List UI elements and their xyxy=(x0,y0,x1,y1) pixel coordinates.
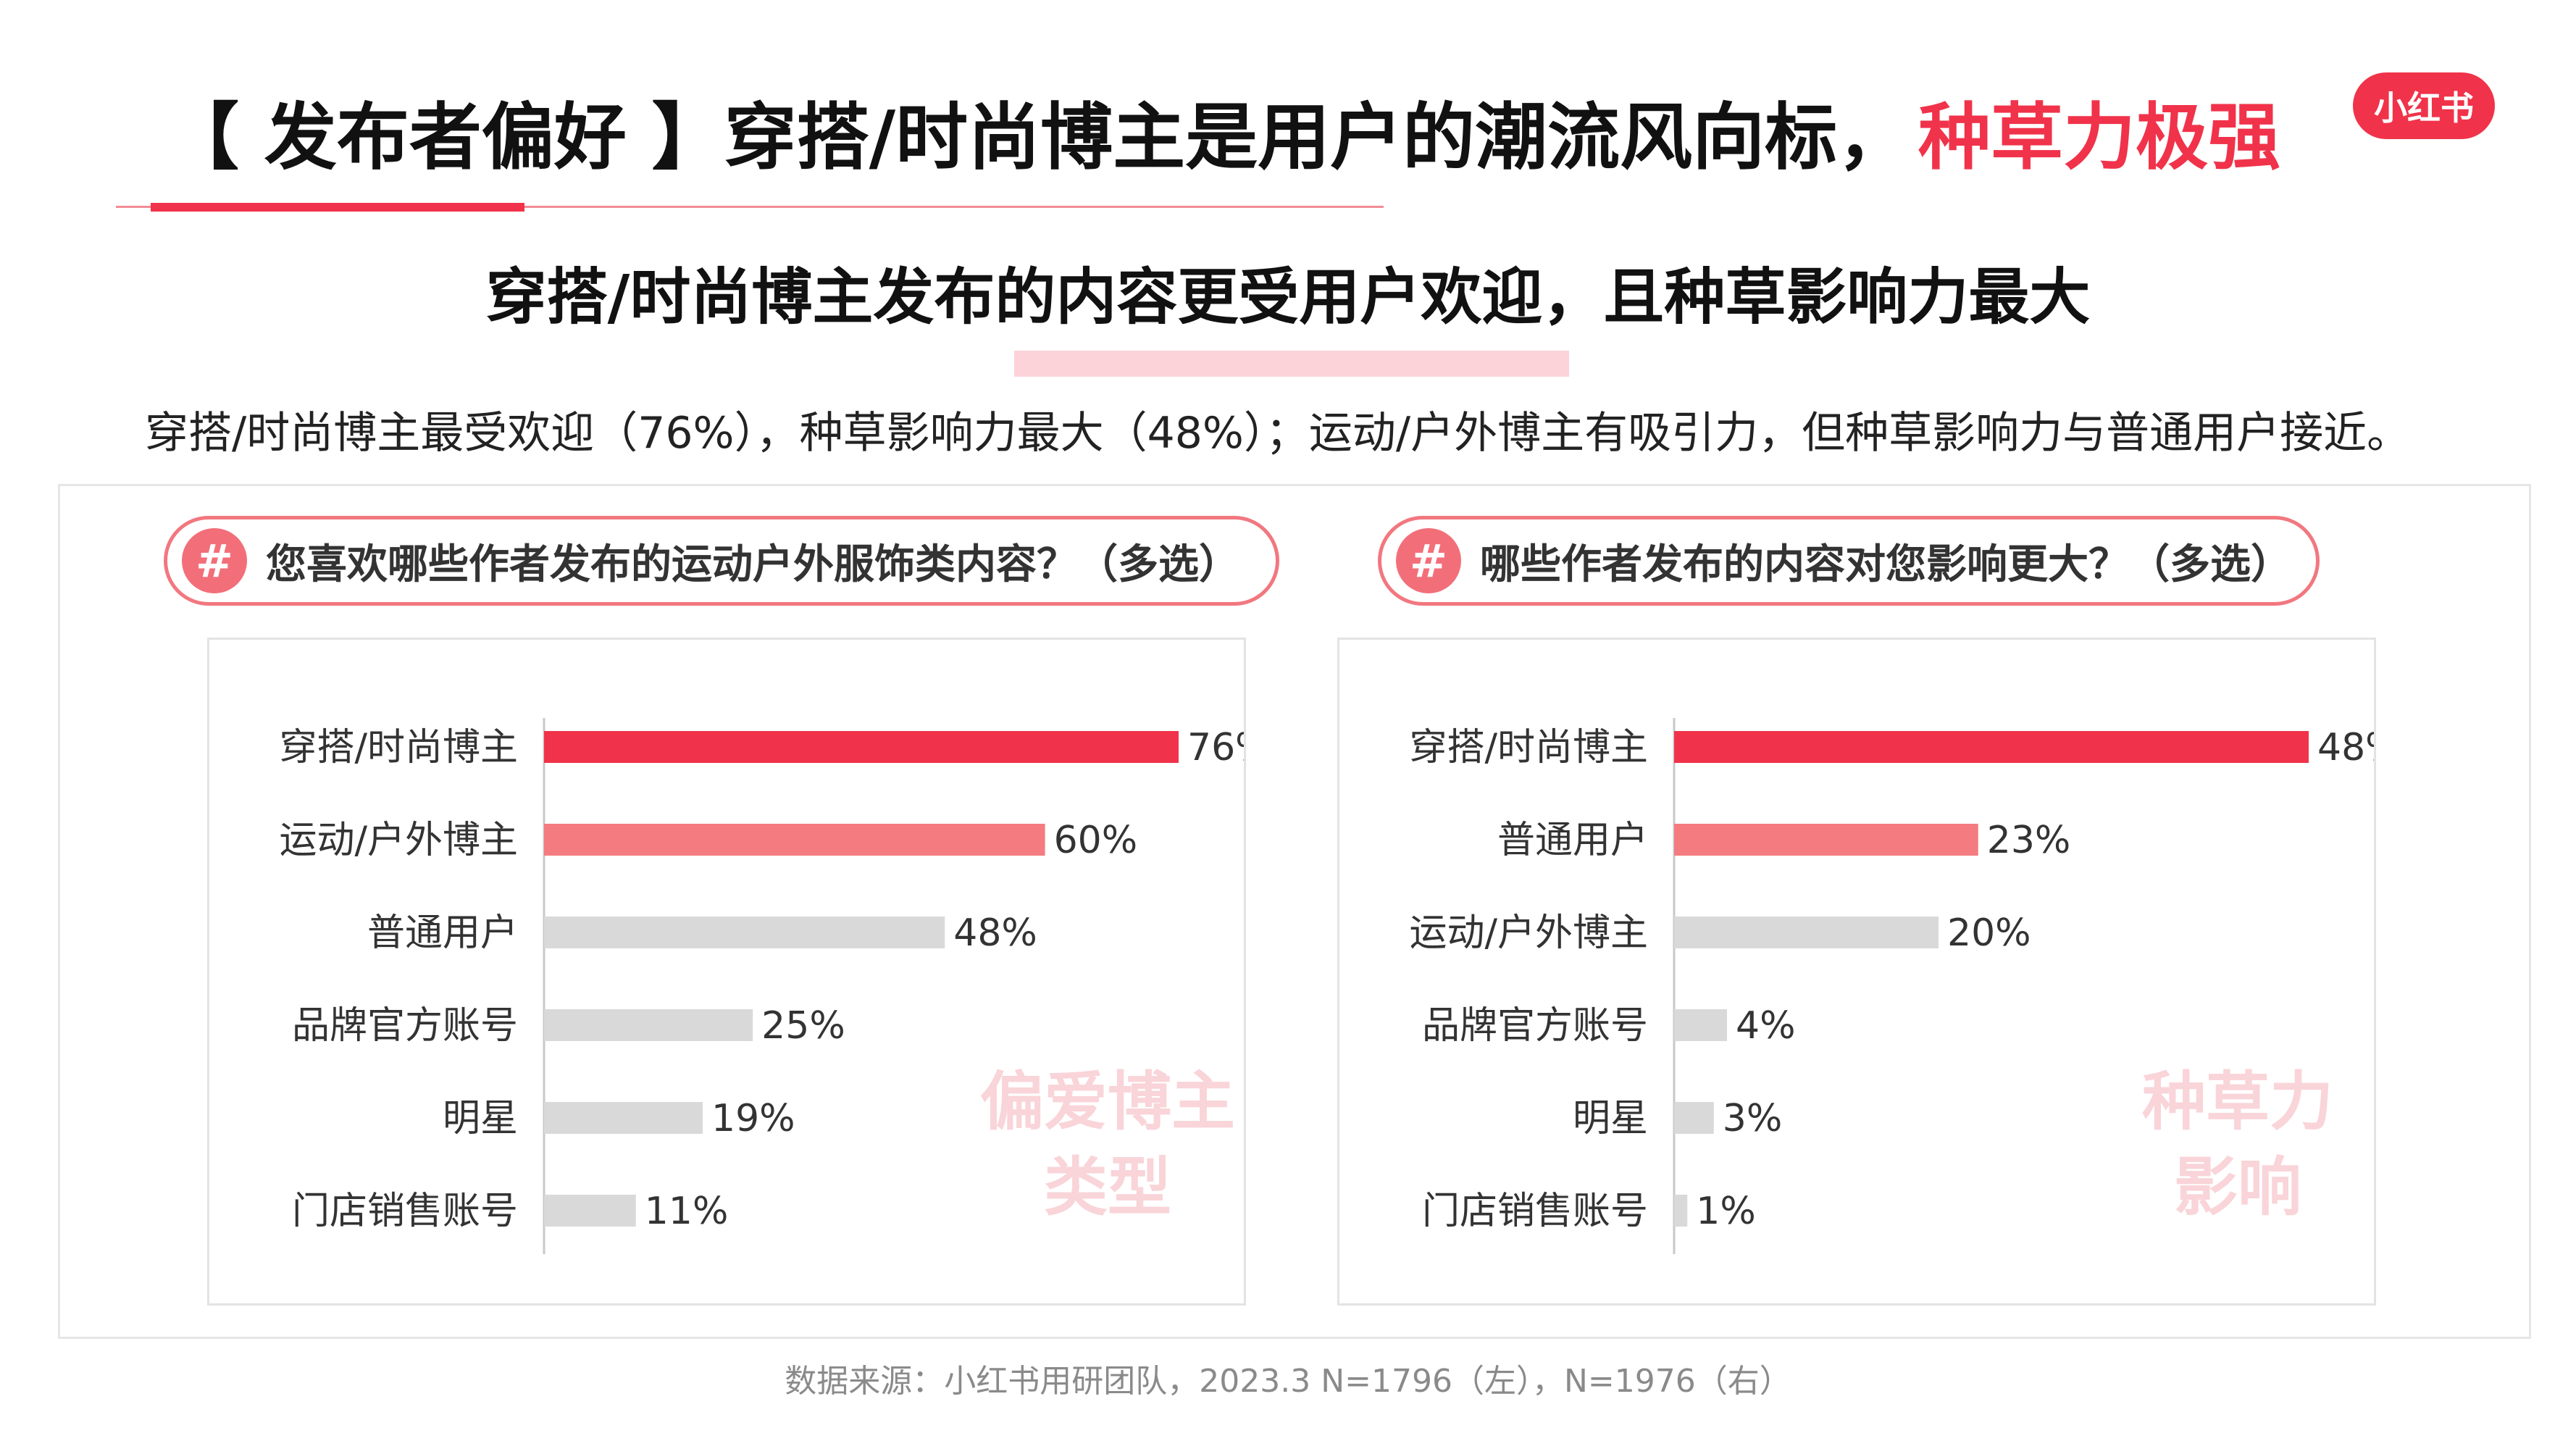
category-label-right-3: 品牌官方账号 xyxy=(1422,1004,1648,1048)
value-label-right-5: 1% xyxy=(1696,1190,1756,1233)
category-label-left-1: 运动/户外博主 xyxy=(279,819,518,862)
data-source-note: 数据来源：小红书用研团队，2023.3 N=1796（左），N=1976（右） xyxy=(785,1363,1791,1400)
value-label-left-4: 19% xyxy=(711,1097,795,1140)
bar-left-5 xyxy=(544,1195,636,1227)
subtitle: 穿搭/时尚博主发布的内容更受用户欢迎，且种草影响力最大 xyxy=(485,262,2091,333)
bar-left-2 xyxy=(544,916,945,948)
page-title-highlight: 种草力极强 xyxy=(1918,95,2280,180)
question-text: 哪些作者发布的内容对您影响更大？（多选） xyxy=(1480,540,2291,588)
question-text: 您喜欢哪些作者发布的运动户外服饰类内容？（多选） xyxy=(266,540,1239,588)
category-label-right-5: 门店销售账号 xyxy=(1422,1190,1648,1233)
value-label-left-3: 25% xyxy=(761,1004,845,1048)
watermark-text-right: 影响 xyxy=(2174,1150,2301,1224)
category-label-right-4: 明星 xyxy=(1573,1097,1648,1140)
bar-left-1 xyxy=(544,824,1045,856)
content-panel xyxy=(58,484,2531,1339)
bar-left-3 xyxy=(544,1009,753,1041)
bar-right-5 xyxy=(1674,1195,1688,1227)
value-label-left-0: 76% xyxy=(1187,726,1244,769)
bar-right-3 xyxy=(1674,1009,1727,1041)
bar-right-1 xyxy=(1674,824,1978,856)
value-label-left-5: 11% xyxy=(645,1190,729,1233)
summary-text: 穿搭/时尚博主最受欢迎（76%），种草影响力最大（48%）；运动/户外博主有吸引… xyxy=(145,408,2411,459)
title-underline-accent xyxy=(151,203,524,212)
watermark-text-left: 类型 xyxy=(1044,1150,1171,1224)
value-label-right-0: 48% xyxy=(2317,726,2374,769)
page-title: 【 发布者偏好 】穿搭/时尚博主是用户的潮流风向标， xyxy=(167,95,1910,180)
title-underline xyxy=(116,206,1384,208)
bar-right-0 xyxy=(1674,731,2309,763)
value-label-right-1: 23% xyxy=(1987,819,2071,862)
question-pill-left: # 您喜欢哪些作者发布的运动户外服饰类内容？（多选） xyxy=(164,516,1279,606)
value-label-right-2: 20% xyxy=(1947,911,2031,955)
brand-logo: 小红书 xyxy=(2353,72,2495,139)
category-label-left-4: 明星 xyxy=(443,1097,518,1140)
category-label-right-2: 运动/户外博主 xyxy=(1409,911,1648,955)
category-label-right-1: 普通用户 xyxy=(1497,819,1648,862)
value-label-left-1: 60% xyxy=(1054,819,1138,862)
category-label-left-0: 穿搭/时尚博主 xyxy=(279,726,518,769)
bar-left-4 xyxy=(544,1102,703,1134)
bar-left-0 xyxy=(544,731,1179,763)
value-label-right-3: 4% xyxy=(1736,1004,1796,1048)
category-label-left-2: 普通用户 xyxy=(367,911,518,955)
watermark-text-left: 偏爱博主 xyxy=(980,1064,1235,1139)
bar-right-2 xyxy=(1674,916,1939,948)
question-pill-right: # 哪些作者发布的内容对您影响更大？（多选） xyxy=(1378,516,2320,606)
hashtag-icon: # xyxy=(182,528,247,593)
category-label-left-3: 品牌官方账号 xyxy=(292,1004,518,1048)
value-label-left-2: 48% xyxy=(953,911,1037,955)
bar-right-4 xyxy=(1674,1102,1714,1134)
category-label-right-0: 穿搭/时尚博主 xyxy=(1409,726,1648,769)
hashtag-icon: # xyxy=(1396,528,1461,593)
watermark-text-right: 种草力 xyxy=(2142,1064,2333,1139)
value-label-right-4: 3% xyxy=(1723,1097,1783,1140)
subtitle-highlight xyxy=(1014,351,1569,377)
category-label-left-5: 门店销售账号 xyxy=(292,1190,518,1233)
